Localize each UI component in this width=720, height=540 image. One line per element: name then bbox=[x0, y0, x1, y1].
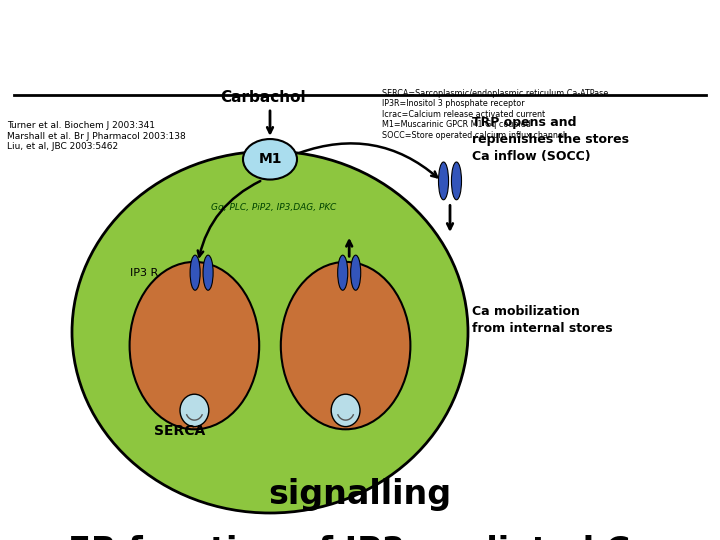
Text: signalling: signalling bbox=[269, 478, 451, 511]
Ellipse shape bbox=[451, 162, 462, 200]
Text: M1: M1 bbox=[258, 152, 282, 166]
Ellipse shape bbox=[338, 255, 348, 291]
Text: Ca mobilization
from internal stores: Ca mobilization from internal stores bbox=[472, 305, 612, 335]
Ellipse shape bbox=[180, 394, 209, 427]
Text: SERCA: SERCA bbox=[154, 424, 206, 438]
Text: Gq, PLC, PiP2, IP3,DAG, PKC: Gq, PLC, PiP2, IP3,DAG, PKC bbox=[211, 204, 336, 212]
Ellipse shape bbox=[130, 262, 259, 429]
Ellipse shape bbox=[243, 139, 297, 179]
Text: ER function of IP3 mediated Ca: ER function of IP3 mediated Ca bbox=[68, 535, 652, 540]
Text: IP3 R: IP3 R bbox=[130, 268, 158, 278]
Text: Carbachol: Carbachol bbox=[220, 90, 305, 105]
Ellipse shape bbox=[281, 262, 410, 429]
Ellipse shape bbox=[72, 151, 468, 513]
Ellipse shape bbox=[190, 255, 200, 291]
Text: Turner et al. Biochem J 2003:341
Marshall et al. Br J Pharmacol 2003:138
Liu, et: Turner et al. Biochem J 2003:341 Marshal… bbox=[7, 122, 186, 151]
Ellipse shape bbox=[351, 255, 361, 291]
Ellipse shape bbox=[438, 162, 449, 200]
Ellipse shape bbox=[331, 394, 360, 427]
Ellipse shape bbox=[203, 255, 213, 291]
Text: SERCA=Sarcoplasmic/endoplasmic reticulum Ca-ATPase
IP3R=Inositol 3 phosphate rec: SERCA=Sarcoplasmic/endoplasmic reticulum… bbox=[382, 89, 608, 140]
Text: TRP opens and
replenishes the stores
Ca inflow (SOCC): TRP opens and replenishes the stores Ca … bbox=[472, 116, 629, 163]
